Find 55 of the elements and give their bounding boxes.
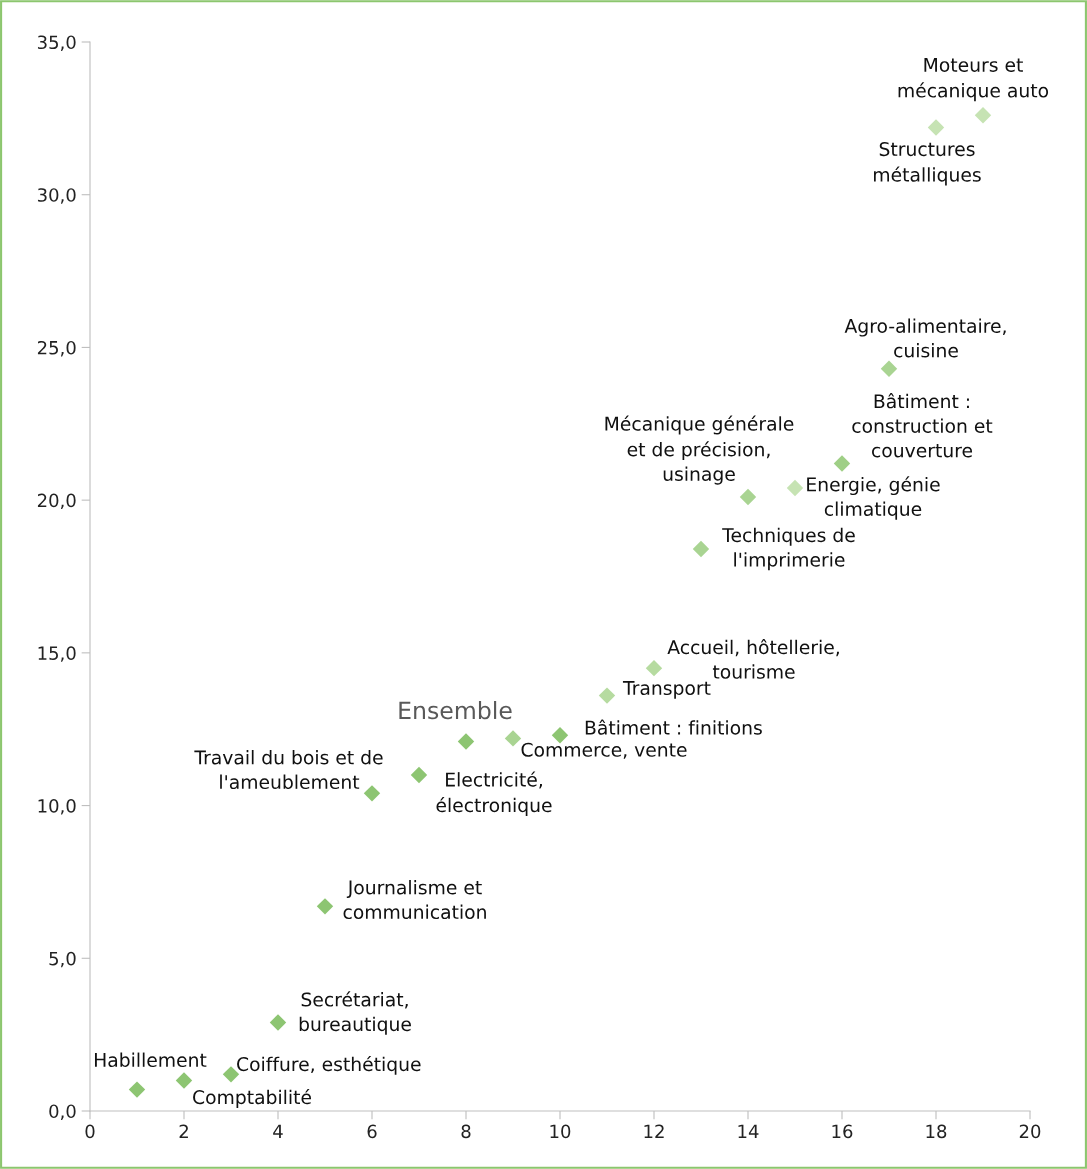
point bbox=[786, 479, 804, 497]
annotation: Techniques de l'imprimerie bbox=[722, 527, 855, 571]
point bbox=[739, 488, 757, 506]
annotation: Bâtiment : finitions bbox=[585, 719, 762, 735]
annotation: Comptabilité bbox=[193, 1089, 311, 1108]
annotation: Mécanique générale et de précision, usinage bbox=[605, 415, 794, 485]
annotation: Commerce, vente bbox=[521, 742, 687, 759]
annotation: Electricité, électronique bbox=[436, 771, 552, 816]
x-tick-label: 16 bbox=[832, 1124, 853, 1139]
x-tick-label: 2 bbox=[179, 1124, 188, 1138]
point bbox=[927, 119, 945, 136]
y-tick-label: 0,0 bbox=[49, 1104, 76, 1120]
point bbox=[269, 1014, 287, 1031]
x-tick-label: 10 bbox=[550, 1124, 571, 1139]
y-tick-label: 20,0 bbox=[37, 493, 76, 510]
annotation: Travail du bois et de l'ameublement bbox=[194, 750, 383, 790]
annotation: Habillement bbox=[94, 1052, 207, 1068]
x-tick-label: 18 bbox=[926, 1124, 947, 1139]
point bbox=[692, 540, 710, 558]
annotation: Transport bbox=[622, 681, 711, 699]
point bbox=[316, 898, 334, 915]
annotation: Coiffure, esthétique bbox=[237, 1055, 421, 1075]
annotation: Ensemble bbox=[399, 701, 512, 720]
annotation: Moteurs et mécanique auto bbox=[898, 57, 1049, 102]
point bbox=[410, 766, 428, 784]
x-tick-label: 8 bbox=[461, 1124, 471, 1139]
point bbox=[974, 107, 992, 124]
y-tick-label: 5,0 bbox=[49, 951, 76, 968]
x-tick-label: 14 bbox=[738, 1124, 759, 1138]
annotation: Structures métalliques bbox=[874, 141, 981, 186]
point bbox=[457, 733, 475, 750]
x-tick-label: 0 bbox=[85, 1124, 95, 1139]
x-tick-label: 20 bbox=[1019, 1124, 1041, 1139]
y-tick-label: 30,0 bbox=[37, 188, 76, 204]
annotation: Energie, génie climatique bbox=[807, 476, 940, 520]
y-tick-label: 10,0 bbox=[38, 799, 76, 815]
annotation: Journalisme et communication bbox=[343, 880, 486, 920]
point bbox=[645, 659, 663, 677]
x-tick-label: 6 bbox=[367, 1124, 377, 1139]
annotation: Accueil, hôtellerie, tourisme bbox=[667, 639, 839, 679]
point bbox=[504, 730, 522, 747]
point bbox=[598, 687, 616, 704]
annotation: Agro-alimentaire, cuisine bbox=[844, 318, 1006, 358]
point bbox=[363, 785, 381, 802]
annotation: Bâtiment : construction et couverture bbox=[852, 393, 993, 458]
point bbox=[128, 1081, 146, 1098]
x-tick-label: 12 bbox=[644, 1124, 664, 1138]
y-tick-label: 25,0 bbox=[37, 340, 76, 357]
x-tick-label: 4 bbox=[273, 1124, 283, 1138]
point bbox=[880, 360, 898, 378]
point bbox=[833, 455, 851, 472]
annotation: Secrétariat, bureautique bbox=[299, 991, 411, 1035]
y-tick-label: 15,0 bbox=[38, 646, 76, 662]
point bbox=[175, 1072, 193, 1089]
y-tick-label: 35,0 bbox=[37, 35, 76, 51]
